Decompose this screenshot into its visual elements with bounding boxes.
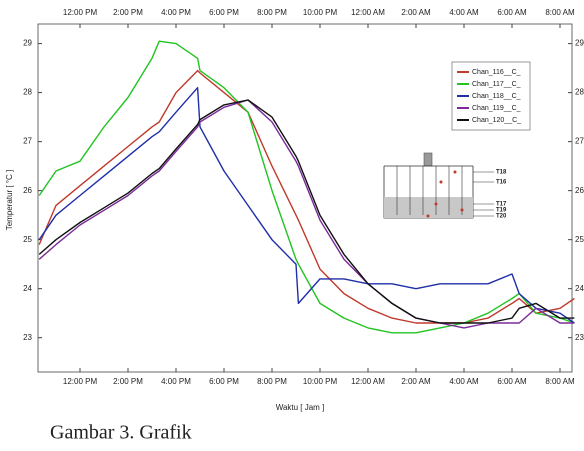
y-tick-label: 25 (23, 235, 32, 244)
y-tick-label-right: 23 (575, 333, 584, 342)
inset-sensor (434, 202, 438, 206)
legend-label: Chan_119__C_ (472, 105, 521, 112)
caption: Gambar 3. Grafik (50, 422, 192, 444)
legend-label: Chan_116__C_ (472, 69, 521, 76)
x-tick-label: 8:00 PM (257, 377, 287, 386)
y-tick-label-right: 26 (575, 186, 584, 195)
x-tick-label: 4:00 AM (449, 377, 479, 386)
y-tick-label: 29 (23, 39, 32, 48)
y-tick-label: 27 (23, 137, 32, 146)
x-tick-label-top: 4:00 PM (161, 8, 191, 17)
inset-sensor (453, 170, 457, 174)
x-tick-label: 12:00 PM (63, 377, 98, 386)
x-tick-label: 6:00 PM (209, 377, 239, 386)
x-tick-label: 2:00 PM (113, 377, 143, 386)
x-tick-label: 8:00 AM (545, 377, 575, 386)
plot-frame (37, 23, 573, 373)
y-tick-label-right: 25 (575, 235, 584, 244)
inset-label: T17 (496, 202, 507, 208)
inset-sensor (460, 208, 464, 212)
inset-label: T19 (496, 208, 507, 214)
inset-label: T20 (496, 214, 507, 220)
x-tick-label-top: 4:00 AM (449, 8, 479, 17)
series-line (38, 99, 575, 324)
y-tick-label-right: 29 (575, 39, 584, 48)
x-tick-label: 6:00 AM (497, 377, 527, 386)
y-tick-label-right: 24 (575, 284, 584, 293)
x-tick-label: 10:00 PM (303, 377, 338, 386)
series-line (38, 99, 575, 329)
x-tick-label-top: 8:00 AM (545, 8, 575, 17)
inset-label: T16 (496, 180, 507, 186)
x-axis-title: Waktu [ Jam ] (276, 403, 325, 412)
legend-label: Chan_118__C_ (472, 93, 521, 100)
x-tick-label-top: 12:00 PM (63, 8, 98, 17)
x-tick-label-top: 6:00 AM (497, 8, 527, 17)
x-tick-label: 4:00 PM (161, 377, 191, 386)
series-line (38, 87, 575, 324)
x-tick-label-top: 10:00 PM (303, 8, 338, 17)
x-tick-label-top: 2:00 AM (401, 8, 431, 17)
y-axis-title: Temperatur [ °C ] (5, 170, 14, 231)
inset-probe (423, 152, 433, 167)
inset-sensor (426, 214, 430, 218)
y-tick-label: 24 (23, 284, 32, 293)
inset-label: T18 (496, 170, 507, 176)
y-tick-label-right: 28 (575, 88, 584, 97)
series-line (38, 69, 575, 324)
legend-label: Chan_117__C_ (472, 81, 521, 88)
x-tick-label: 12:00 AM (351, 377, 385, 386)
inset-sensor (439, 180, 443, 184)
x-tick-label-top: 12:00 AM (351, 8, 385, 17)
series-line (38, 40, 575, 334)
y-tick-label-right: 27 (575, 137, 584, 146)
y-tick-label: 23 (23, 333, 32, 342)
y-tick-label: 28 (23, 88, 32, 97)
x-tick-label: 2:00 AM (401, 377, 431, 386)
inset-diagram (383, 152, 494, 219)
x-tick-label-top: 6:00 PM (209, 8, 239, 17)
y-tick-label: 26 (23, 186, 32, 195)
inset-liquid (384, 197, 473, 218)
x-tick-label-top: 8:00 PM (257, 8, 287, 17)
legend-label: Chan_120__C_ (472, 117, 521, 124)
x-tick-label-top: 2:00 PM (113, 8, 143, 17)
